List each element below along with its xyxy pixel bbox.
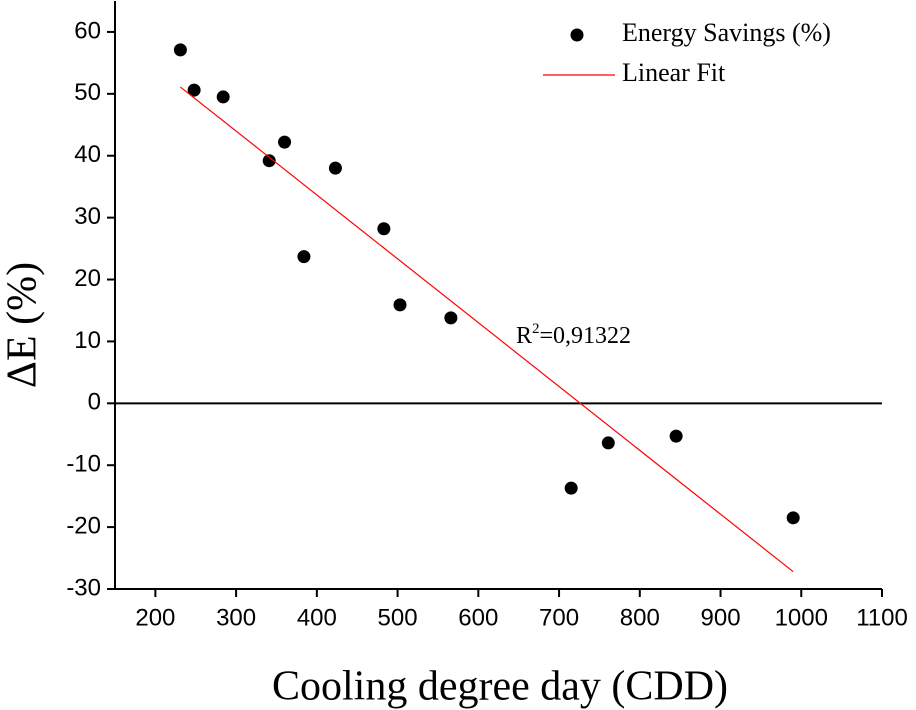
y-tick-label: -10 [66, 451, 101, 478]
y-tick-label: 0 [88, 389, 101, 416]
x-tick-label: 600 [458, 604, 498, 631]
x-tick-label: 700 [539, 604, 579, 631]
point [278, 135, 292, 149]
point [786, 511, 800, 525]
point [564, 481, 578, 495]
point [377, 222, 391, 236]
y-tick-label: -30 [66, 574, 101, 601]
point [601, 436, 615, 450]
point [173, 43, 187, 57]
y-tick-label: 40 [74, 141, 101, 168]
legend-label: Energy Savings (%) [622, 18, 831, 47]
legend-marker [570, 28, 584, 42]
y-tick-label: 30 [74, 203, 101, 230]
x-tick-label: 200 [135, 604, 175, 631]
fit-line [180, 86, 794, 573]
point [444, 311, 458, 325]
x-tick-label: 1000 [775, 604, 828, 631]
x-tick-label: 900 [701, 604, 741, 631]
x-tick-label: 1100 [856, 604, 908, 631]
point [297, 250, 311, 264]
y-tick-label: 60 [74, 17, 101, 44]
annotation: R2=0,91322 [516, 321, 631, 349]
x-tick-label: 400 [297, 604, 337, 631]
point [669, 429, 683, 443]
x-tick-label: 800 [620, 604, 660, 631]
point [393, 298, 407, 312]
y-tick-label: -20 [66, 512, 101, 539]
x-tick-label: 300 [216, 604, 256, 631]
y-tick-label: 50 [74, 79, 101, 106]
x-tick-label: 500 [378, 604, 418, 631]
x-axis-title: Cooling degree day (CDD) [272, 664, 728, 710]
point [262, 154, 276, 168]
annotation-sup: 2 [532, 321, 540, 337]
annotation-rest: =0,91322 [540, 323, 632, 349]
point [328, 161, 342, 175]
y-tick-label: 10 [74, 327, 101, 354]
y-tick-label: 20 [74, 265, 101, 292]
point [216, 90, 230, 104]
legend-label: Linear Fit [622, 58, 726, 87]
annotation-base: R [516, 323, 532, 349]
y-axis-title: ΔE (%) [0, 262, 46, 388]
point [187, 83, 201, 97]
